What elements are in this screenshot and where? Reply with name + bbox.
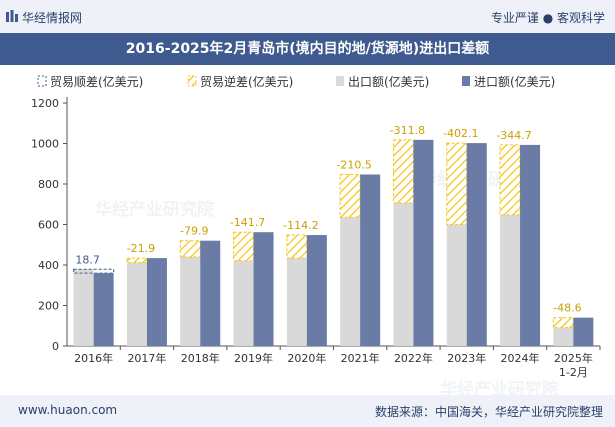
export-bar <box>393 203 414 346</box>
export-bar <box>73 269 94 346</box>
x-tick-label: 1-2月 <box>559 366 588 379</box>
x-tick-label: 2024年 <box>501 351 540 365</box>
x-tick-label: 2018年 <box>181 351 220 365</box>
import-bar <box>200 240 221 346</box>
y-tick-label: 1000 <box>31 138 59 151</box>
x-tick-label: 2021年 <box>341 351 380 365</box>
surplus-bar <box>73 268 115 274</box>
title-bar: 2016-2025年2月青岛市(境内目的地/货源地)进出口差额 <box>0 33 615 65</box>
top-bar: 华经情报网 专业严谨 ● 客观科学 <box>0 0 615 33</box>
y-tick-label: 200 <box>38 300 59 313</box>
footer-source: 数据来源：中国海关，华经产业研究院整理 <box>374 405 603 419</box>
legend-label: 贸易顺差(亿美元) <box>50 74 143 89</box>
legend-swatch <box>187 75 197 87</box>
bars <box>73 139 594 346</box>
import-bar <box>306 235 327 346</box>
y-tick-label: 600 <box>38 219 59 232</box>
import-bar <box>573 317 594 346</box>
deficit-bar <box>499 144 521 216</box>
legend-label: 出口额(亿美元) <box>348 74 429 89</box>
export-bar <box>340 217 361 346</box>
export-bar <box>180 256 201 346</box>
deficit-bar <box>446 142 468 225</box>
legend: 贸易顺差(亿美元) 贸易逆差(亿美元) 出口额(亿美元) 进口额(亿美元) <box>37 74 555 89</box>
export-bar <box>446 224 467 346</box>
legend-swatch <box>336 76 344 86</box>
legend-label: 进口额(亿美元) <box>474 74 555 89</box>
export-bar <box>286 258 307 346</box>
y-tick-label: 800 <box>38 178 59 191</box>
legend-label: 贸易逆差(亿美元) <box>200 74 293 89</box>
balance-label: 18.7 <box>75 253 100 266</box>
export-bar <box>553 327 574 346</box>
balance-label: -344.7 <box>496 129 531 142</box>
x-tick-label: 2020年 <box>287 351 326 365</box>
balance-label: -48.6 <box>553 302 581 315</box>
deficit-bar <box>286 234 308 259</box>
x-tick-label: 2022年 <box>394 351 433 365</box>
x-tick-label: 2019年 <box>234 351 273 365</box>
balance-label: -210.5 <box>336 158 371 171</box>
balance-label: -21.9 <box>127 242 155 255</box>
deficit-bar <box>339 173 361 218</box>
import-bar <box>146 258 167 346</box>
chart-svg: 贸易顺差(亿美元) 贸易逆差(亿美元) 出口额(亿美元) 进口额(亿美元) 华经产业研… <box>31 74 601 395</box>
footer-site: www.huaon.com <box>18 403 118 417</box>
balance-label: -311.8 <box>390 124 425 137</box>
deficit-bar <box>392 139 414 204</box>
slogan-right: 客观科学 <box>556 11 605 25</box>
brand-name: 华经情报网 <box>22 11 83 25</box>
watermark-text: 华经产业研究院 <box>440 379 559 395</box>
import-bar <box>413 139 434 346</box>
import-bar <box>520 144 541 346</box>
legend-swatch <box>462 76 470 86</box>
data-labels: 18.7 -21.9 -79.9 -141.7 -114.2 -210.5 -311.8 -4… <box>75 124 581 315</box>
deficit-bar <box>179 240 201 258</box>
import-bar <box>360 174 381 346</box>
x-tick-label: 2025年 <box>554 351 593 365</box>
footer-bar: www.huaon.com 数据来源：中国海关，华经产业研究院整理 <box>0 395 615 427</box>
y-tick-label: 0 <box>52 340 59 353</box>
legend-swatch <box>37 75 47 87</box>
x-tick-label: 2023年 <box>447 351 486 365</box>
import-bar <box>466 143 487 346</box>
deficit-bar <box>552 317 574 329</box>
balance-label: -79.9 <box>180 225 208 238</box>
export-bar <box>126 262 147 346</box>
watermark-text: 华经产业研究院 <box>95 199 214 220</box>
balance-label: -114.2 <box>283 219 318 232</box>
x-tick-label: 2016年 <box>74 351 113 365</box>
import-bar <box>93 273 114 346</box>
x-tick-label: 2017年 <box>127 351 166 365</box>
y-tick-label: 400 <box>38 259 59 272</box>
slogan: 专业严谨 ● 客观科学 <box>491 9 605 26</box>
export-bar <box>500 214 521 346</box>
slogan-left: 专业严谨 <box>490 11 539 25</box>
deficit-bar <box>126 257 148 264</box>
balance-label: -141.7 <box>230 216 265 229</box>
balance-label: -402.1 <box>443 127 478 140</box>
chart-title: 2016-2025年2月青岛市(境内目的地/货源地)进出口差额 <box>125 41 490 57</box>
y-tick-label: 1200 <box>31 97 59 110</box>
export-bar <box>233 260 254 346</box>
axes: 0 200 400 600 800 1000 1200 2016年 2017年 2018年 2019… <box>31 97 601 379</box>
deficit-bar <box>233 231 255 262</box>
logo-icon <box>6 10 18 22</box>
slogan-dot-icon: ● <box>542 11 557 25</box>
import-bar <box>253 232 274 346</box>
